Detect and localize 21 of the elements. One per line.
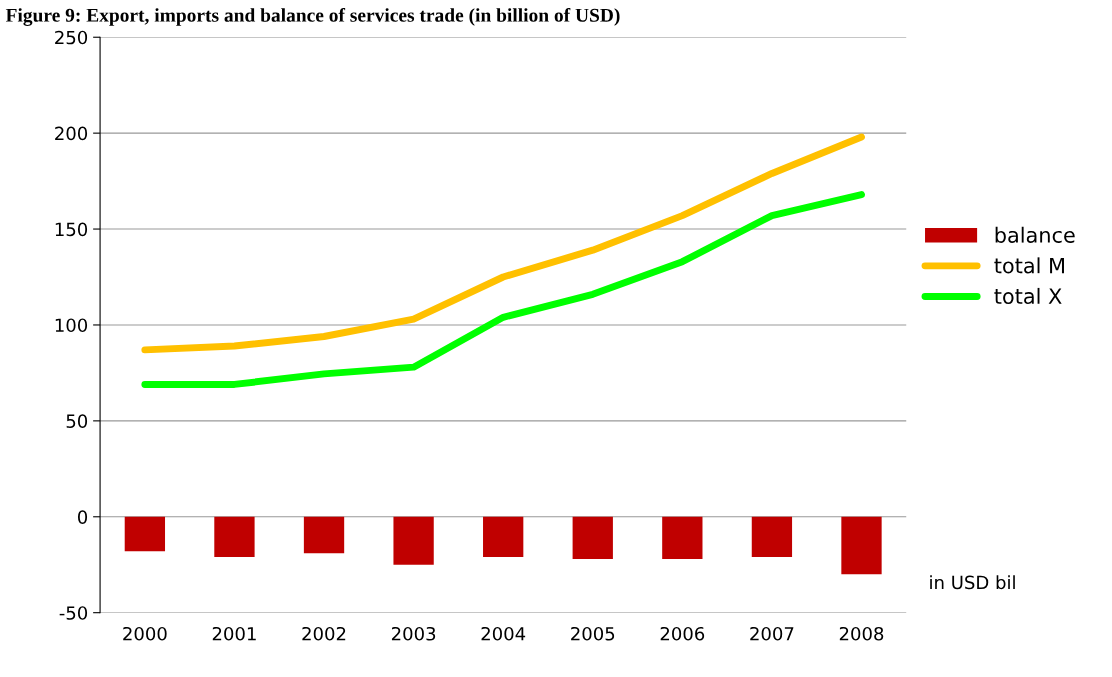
y-tick-label: 150	[55, 222, 88, 237]
x-tick-label: 2001	[212, 626, 256, 641]
x-tick-label: 2005	[571, 626, 615, 641]
x-tick-label: 2006	[660, 626, 705, 641]
y-tick-label: 50	[66, 414, 88, 428]
text: in USD bil	[930, 575, 1015, 590]
x-tick-label: 2002	[302, 626, 346, 641]
legend-label: total M	[994, 257, 1064, 274]
x-tick-label: 2007	[750, 626, 794, 641]
x-tick-label: 2008	[839, 626, 884, 641]
y-tick-label: 200	[55, 126, 88, 141]
y-tick-label: -50	[59, 606, 88, 620]
chart-title: Figure 9: Export, imports and balance of services trade (in billion of USD)	[5, 7, 620, 26]
legend-label: balance	[995, 226, 1075, 243]
x-tick-label: 2000	[123, 626, 167, 641]
x-tick-label: 2004	[481, 626, 526, 641]
y-tick-label: 100	[55, 318, 88, 333]
legend-label: total X	[994, 287, 1062, 305]
y-tick-label: 0	[77, 510, 88, 524]
y-tick-label: 250	[55, 30, 88, 45]
x-tick-label: 2003	[391, 626, 436, 641]
